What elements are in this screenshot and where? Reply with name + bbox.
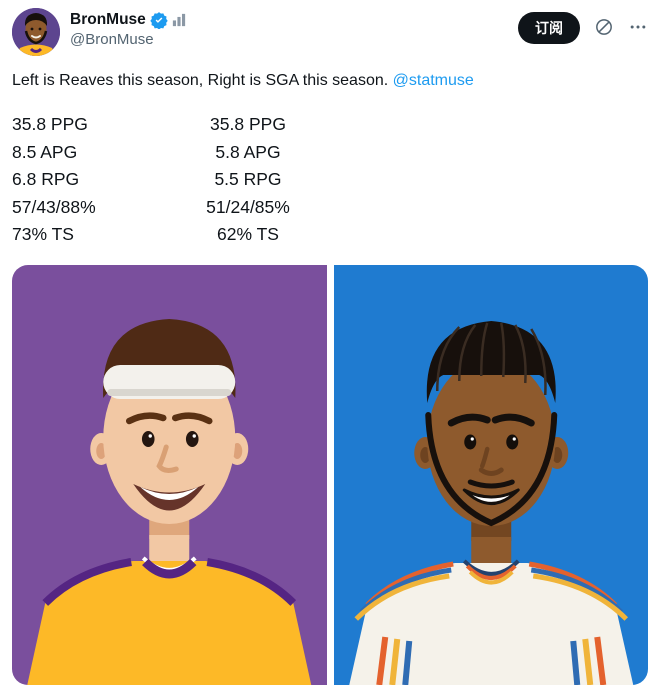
stat-left-splits: 57/43/88% <box>12 196 96 217</box>
more-ellipsis-icon <box>628 17 648 40</box>
tweet-text: Left is Reaves this season, Right is SGA… <box>12 70 648 91</box>
avatar-cartoon <box>12 8 60 56</box>
display-name[interactable]: BronMuse <box>70 11 146 28</box>
stat-right-ppg: 35.8 PPG <box>210 114 286 134</box>
header-controls: 订阅 <box>518 8 648 44</box>
author-name-row: BronMuse <box>70 10 186 30</box>
avatar[interactable] <box>12 8 60 56</box>
grok-slash-icon <box>594 17 614 40</box>
stats-comparison: 35.8 PPG 8.5 APG 6.8 RPG 57/43/88% 73% T… <box>12 111 648 249</box>
mention-link[interactable]: @statmuse <box>392 72 474 89</box>
stat-right-apg: 5.8 APG <box>215 141 281 162</box>
verified-badge-icon[interactable] <box>150 11 168 29</box>
sga-cartoon <box>348 320 633 685</box>
tweet-header: BronMuse @BronMuse 订阅 <box>12 8 648 56</box>
author-handle[interactable]: @BronMuse <box>70 31 154 48</box>
right-player-panel <box>333 264 648 685</box>
left-player-panel <box>12 264 327 685</box>
more-button[interactable] <box>628 17 648 40</box>
subscribe-button[interactable]: 订阅 <box>518 12 580 44</box>
stat-left-apg: 8.5 APG <box>12 141 78 162</box>
stat-right-ts: 62% TS <box>217 224 279 244</box>
affiliate-chart-badge-icon[interactable] <box>172 13 186 27</box>
stat-right-splits: 51/24/85% <box>206 196 290 217</box>
grok-button[interactable] <box>594 17 614 40</box>
tweet-image[interactable] <box>12 264 648 685</box>
author-block: BronMuse @BronMuse <box>70 8 186 50</box>
tweet-text-body: Left is Reaves this season, Right is SGA… <box>12 72 393 89</box>
stats-right-column: 35.8 PPG 5.8 APG 5.5 RPG 51/24/85% 62% T… <box>200 111 296 249</box>
stat-left-ppg: 35.8 PPG <box>12 114 88 134</box>
stat-left-ts: 73% TS <box>12 224 74 244</box>
stat-left-rpg: 6.8 RPG <box>12 169 80 189</box>
reaves-cartoon <box>27 318 312 685</box>
stats-left-column: 35.8 PPG 8.5 APG 6.8 RPG 57/43/88% 73% T… <box>12 111 200 249</box>
stat-right-rpg: 5.5 RPG <box>214 169 282 189</box>
